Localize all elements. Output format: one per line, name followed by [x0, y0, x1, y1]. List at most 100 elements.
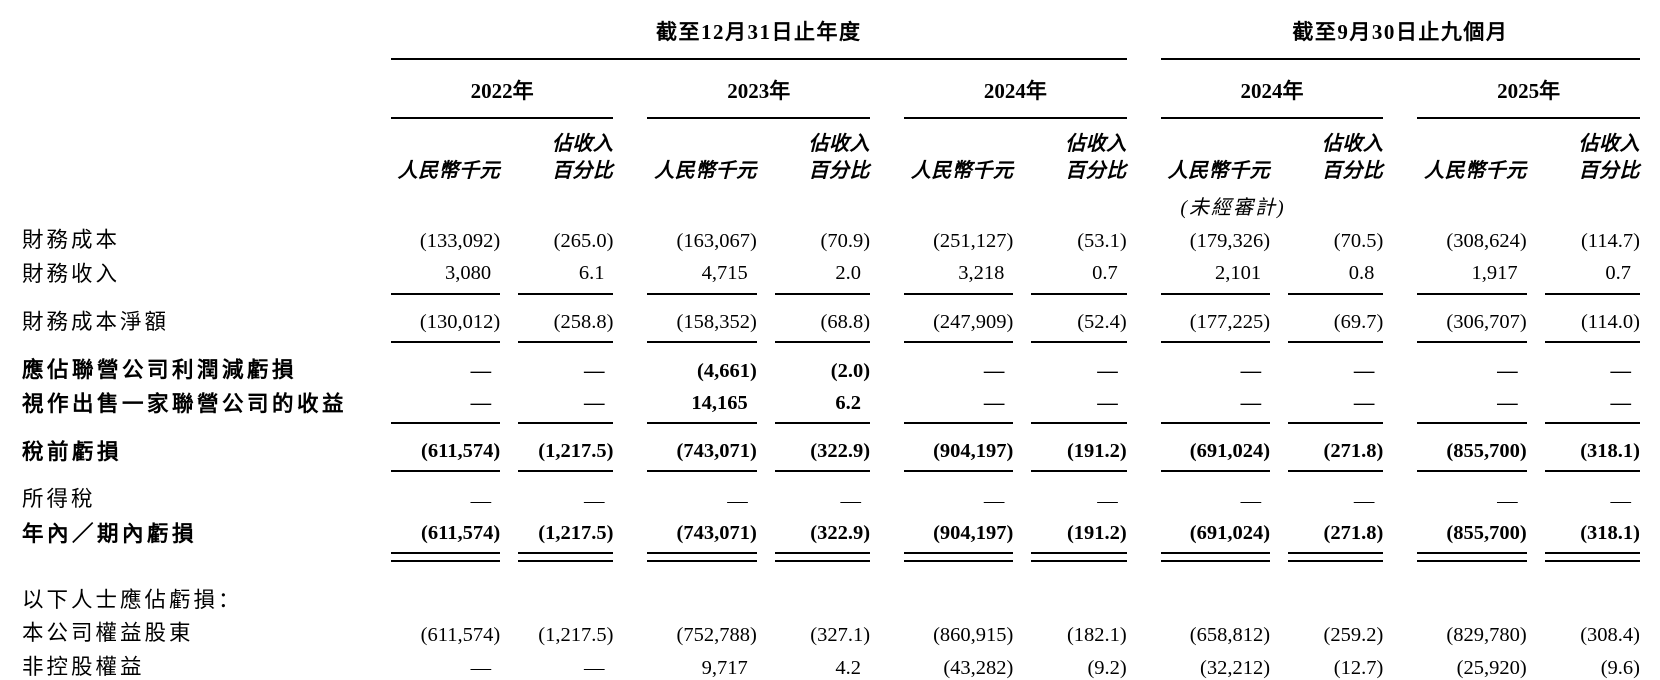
header-rule: [904, 117, 1127, 119]
cell-value: (251,127): [933, 230, 1014, 253]
table-body: 財務成本 (133,092) (265.0) (163,067) (70.9) (251,…: [12, 220, 1641, 680]
cell-value: (904,197): [904, 439, 1014, 473]
cell-value: —: [1353, 489, 1375, 512]
cell-value: (53.1): [1077, 230, 1127, 253]
cell-value: (12.7): [1333, 656, 1384, 679]
cell-value: —: [983, 359, 1005, 382]
cell-value: (163,067): [676, 230, 757, 253]
cell-value: (182.1): [1066, 623, 1127, 646]
row-label: 本公司權益股東: [22, 621, 194, 646]
row-label: 非控股權益: [22, 654, 145, 679]
cell-value: (259.2): [1323, 623, 1384, 646]
cell-value: 3,080: [390, 261, 501, 295]
cell-value: (265.0): [553, 230, 614, 253]
column-header-amount: 人民幣千元: [910, 160, 1014, 182]
cell-value: (114.7): [1580, 230, 1640, 253]
cell-value: (611,574): [390, 439, 501, 473]
cell-value: —: [840, 489, 862, 512]
cell-value: —: [583, 489, 605, 512]
cell-value: (611,574): [420, 623, 501, 646]
column-header-percent: 佔收入 百分比: [1321, 133, 1384, 182]
period-header-row: 截至12月31日止年度 截至9月30日止九個月: [12, 8, 1640, 60]
cell-value: (9.6): [1600, 656, 1640, 679]
cell-value: (1,217.5): [518, 521, 614, 562]
cell-value: (1,217.5): [538, 623, 614, 646]
cell-value: (2.0): [830, 359, 871, 382]
table-row: 以下人士應佔虧損：: [12, 554, 1640, 613]
cell-value: (179,326): [1189, 230, 1271, 253]
column-header-percent: 佔收入 百分比: [1578, 133, 1640, 182]
cell-value: (308.4): [1580, 623, 1640, 646]
year-header-2025-nine-months: 2025年: [1497, 79, 1561, 103]
cell-value: (52.4): [1031, 310, 1127, 343]
cell-value: —: [1288, 391, 1384, 425]
cell-value: (658,812): [1189, 623, 1271, 646]
cell-value: —: [1610, 489, 1632, 512]
cell-value: (829,780): [1446, 623, 1527, 646]
header-rule: [1417, 117, 1640, 119]
table-row: 本公司權益股東 (611,574) (1,217.5) (752,788) (327.1…: [12, 613, 1640, 646]
cell-value: (322.9): [774, 439, 871, 473]
cell-value: (130,012): [390, 310, 501, 343]
cell-value: —: [1031, 391, 1127, 425]
cell-value: —: [390, 391, 501, 425]
cell-value: —: [1497, 489, 1518, 512]
table-row: 所得稅 — — — — — — — — — —: [12, 472, 1640, 512]
cell-value: (177,225): [1160, 310, 1271, 343]
year-header-2022: 2022年: [470, 79, 534, 103]
table-row: 應佔聯營公司利潤減虧損 — — (4,661) (2.0) — — — — — —: [12, 343, 1640, 383]
cell-value: (318.1): [1544, 439, 1640, 473]
cell-value: (32,212): [1200, 656, 1271, 679]
cell-value: (4,661): [697, 359, 757, 382]
year-header-2024: 2024年: [983, 79, 1047, 103]
cell-value: —: [1240, 489, 1262, 512]
cell-value: 0.7: [1544, 261, 1640, 295]
cell-value: (70.9): [820, 230, 871, 253]
cell-value: (191.2): [1031, 439, 1127, 473]
cell-value: (322.9): [774, 521, 871, 562]
cell-value: —: [470, 656, 492, 679]
cell-value: (158,352): [647, 310, 757, 343]
column-header-percent: 佔收入 百分比: [1065, 133, 1127, 182]
cell-value: —: [1160, 391, 1271, 425]
financial-table: 截至12月31日止年度 截至9月30日止九個月 2022年 2023年 2024…: [12, 8, 1641, 680]
cell-value: (247,909): [904, 310, 1014, 343]
cell-value: (68.8): [774, 310, 871, 343]
year-header-2023: 2023年: [727, 79, 791, 103]
cell-value: (43,282): [943, 656, 1014, 679]
cell-value: —: [1097, 359, 1118, 382]
cell-value: —: [727, 489, 748, 512]
cell-value: —: [1097, 489, 1118, 512]
cell-value: —: [470, 489, 492, 512]
table-row: 財務成本淨額 (130,012) (258.8) (158,352) (68.8) (24…: [12, 295, 1640, 343]
cell-value: (9.2): [1087, 656, 1127, 679]
subheader-row: 人民幣千元 佔收入 百分比 人民幣千元 佔收入 百分比 人民幣千元 佔收入 百分比 人…: [12, 119, 1640, 185]
cell-value: 9,717: [701, 656, 748, 679]
cell-value: (191.2): [1031, 521, 1128, 562]
row-label: 稅前虧損: [22, 440, 123, 465]
cell-value: 4,715: [647, 261, 757, 295]
cell-value: (855,700): [1417, 521, 1528, 562]
cell-value: 1,917: [1417, 261, 1527, 295]
row-label: 應佔聯營公司利潤減虧損: [22, 357, 298, 382]
header-rule: [390, 117, 614, 119]
cell-value: 4.2: [835, 656, 862, 679]
unaudited-note-row: (未經審計): [12, 185, 1640, 220]
cell-value: —: [583, 656, 605, 679]
cell-value: (318.1): [1544, 521, 1641, 562]
table-row: 非控股權益 — — 9,717 4.2 (43,282) (9.2) (32,212) (12.…: [12, 647, 1640, 680]
cell-value: (133,092): [419, 230, 501, 253]
cell-value: —: [1610, 359, 1632, 382]
cell-value: (855,700): [1417, 439, 1527, 473]
header-rule: [1160, 117, 1384, 119]
cell-value: —: [1353, 359, 1375, 382]
column-header-amount: 人民幣千元: [654, 160, 757, 182]
column-header-amount: 人民幣千元: [397, 160, 501, 182]
cell-value: (743,071): [647, 439, 757, 473]
cell-value: —: [1544, 391, 1640, 425]
cell-value: 14,165: [647, 391, 757, 425]
year-header-2024-nine-months: 2024年: [1240, 79, 1304, 103]
cell-value: (691,024): [1160, 439, 1271, 473]
column-header-amount: 人民幣千元: [1167, 160, 1271, 182]
row-label: 所得稅: [22, 487, 96, 512]
